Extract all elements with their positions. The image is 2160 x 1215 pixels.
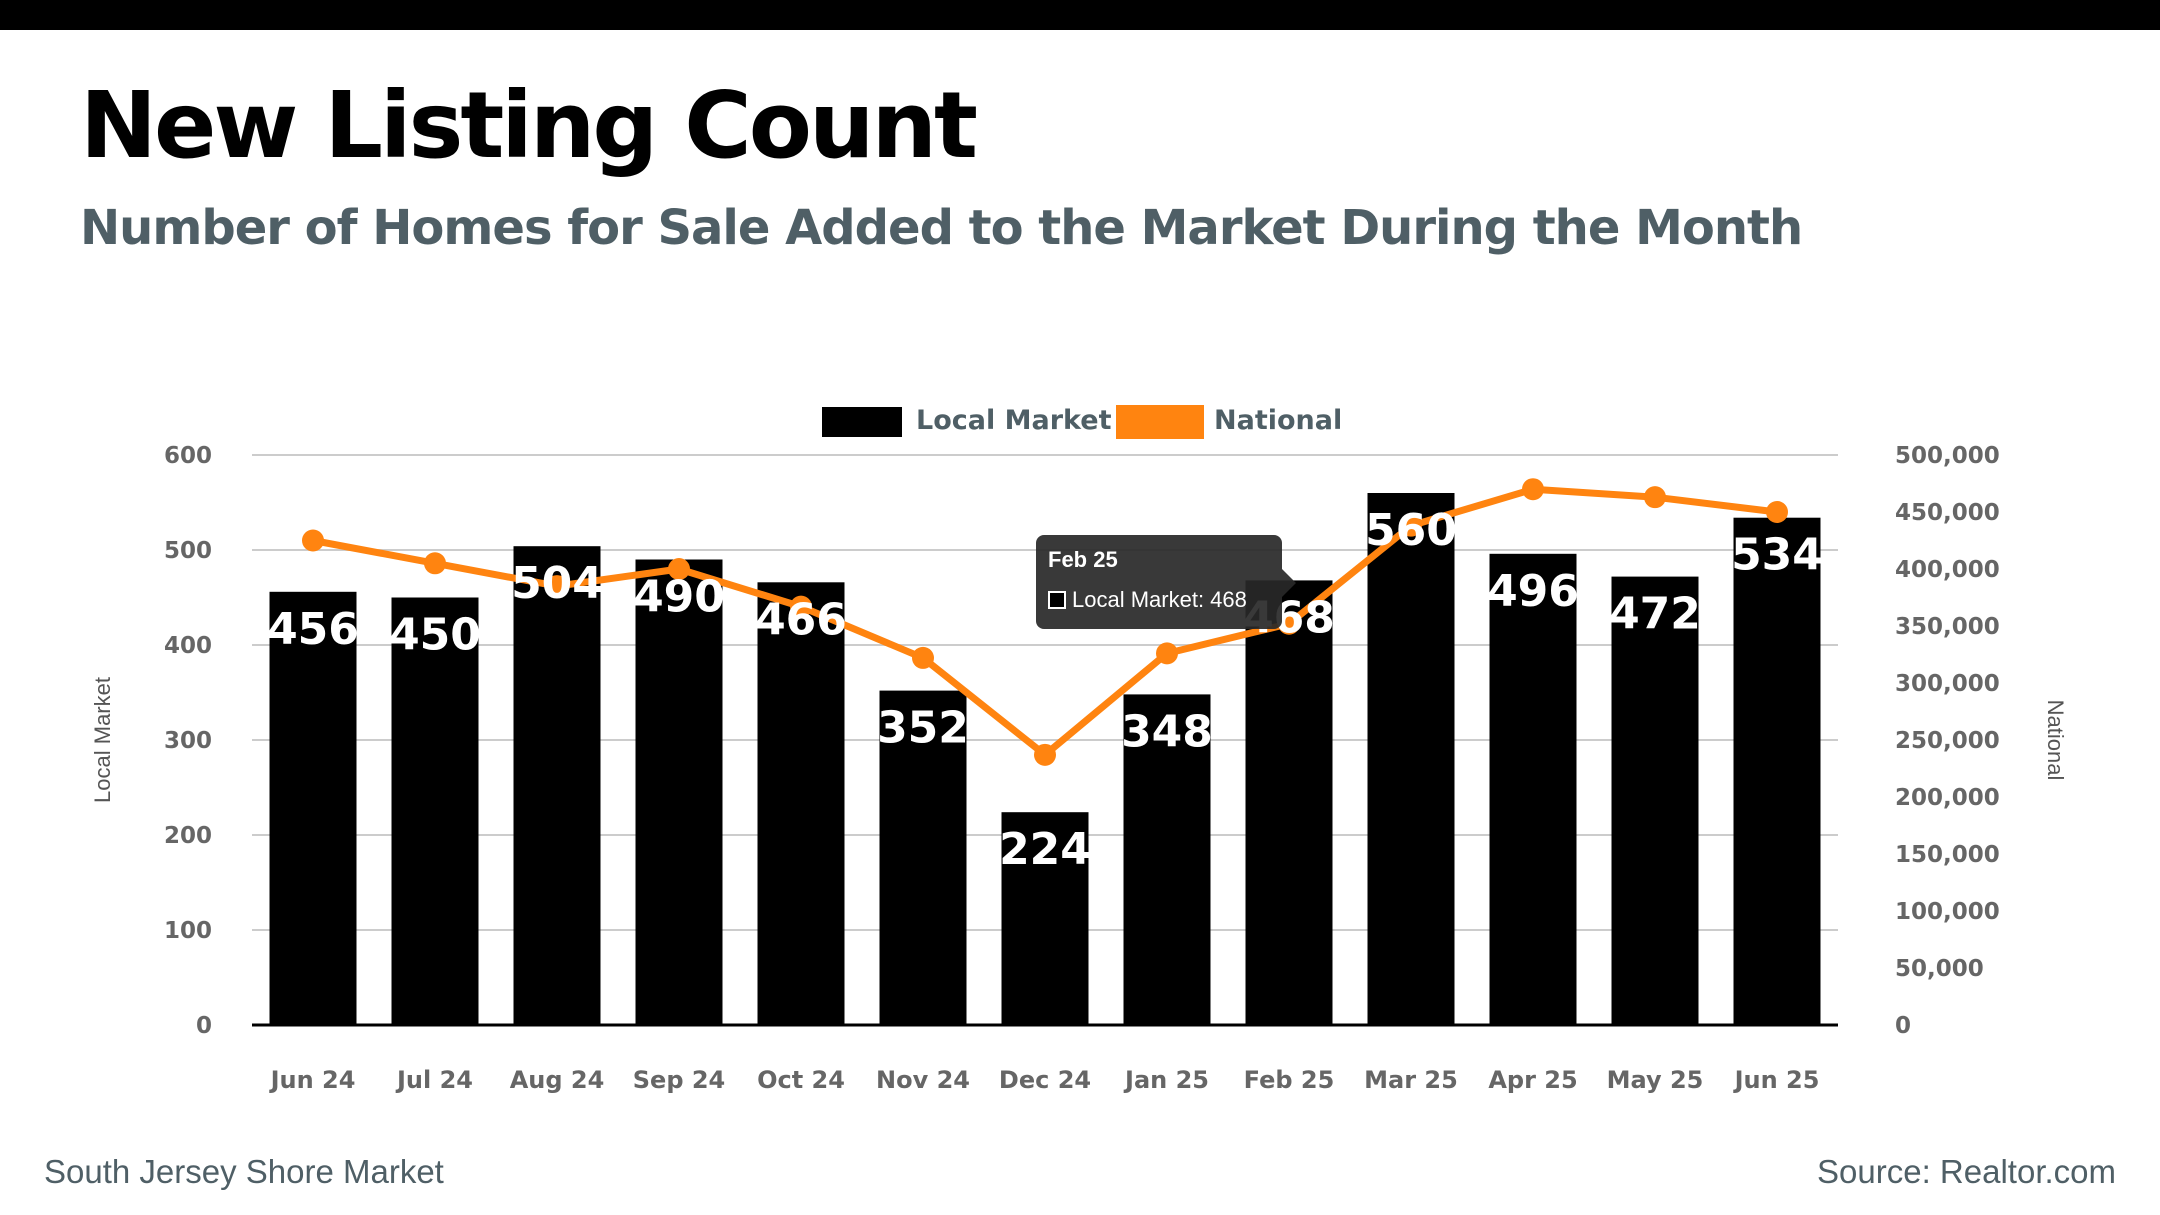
y-tick-left-label: 200 xyxy=(164,823,212,849)
bar xyxy=(1001,812,1089,1025)
y-tick-right-label: 500,000 xyxy=(1895,443,2000,469)
y-tick-left-label: 0 xyxy=(196,1013,212,1039)
legend-label-national: National xyxy=(1214,405,1342,436)
national-point xyxy=(1034,743,1056,766)
y-tick-right-label: 200,000 xyxy=(1895,785,2000,811)
national-point xyxy=(546,575,568,598)
x-tick-label: Oct 24 xyxy=(757,1066,845,1094)
bar xyxy=(1367,493,1455,1025)
top-bar xyxy=(0,0,2160,30)
x-tick-label: Dec 24 xyxy=(999,1066,1091,1094)
bar xyxy=(269,591,357,1025)
y-axis-left-title: Local Market xyxy=(90,677,115,803)
y-tick-right-label: 300,000 xyxy=(1895,671,2000,697)
y-tick-left-label: 400 xyxy=(164,633,212,659)
bar-value-label: 496 xyxy=(1487,566,1579,617)
y-tick-left-label: 500 xyxy=(164,538,212,564)
tooltip-text: Local Market: 468 xyxy=(1072,587,1247,612)
x-tick-label: Nov 24 xyxy=(876,1066,970,1094)
x-tick-label: Jun 24 xyxy=(269,1066,356,1094)
bar xyxy=(391,597,479,1025)
tooltip-title: Feb 25 xyxy=(1048,547,1118,572)
x-tick-label: Feb 25 xyxy=(1244,1066,1335,1094)
chart-tooltip: Feb 25 Local Market: 468 xyxy=(1036,535,1296,629)
bar-value-label: 504 xyxy=(511,558,603,609)
national-point xyxy=(1766,501,1788,523)
national-point xyxy=(1156,642,1178,665)
legend-swatch-national xyxy=(1116,405,1204,439)
y-axis-right-title: National xyxy=(2043,700,2068,781)
y-tick-right-label: 150,000 xyxy=(1895,842,2000,868)
bar xyxy=(879,690,967,1025)
y-tick-right-label: 50,000 xyxy=(1895,956,1984,982)
x-tick-label: Jan 25 xyxy=(1123,1066,1209,1094)
national-point xyxy=(790,595,812,618)
y-tick-right-label: 250,000 xyxy=(1895,728,2000,754)
page-subtitle: Number of Homes for Sale Added to the Ma… xyxy=(80,200,1803,256)
source-credit: Source: Realtor.com xyxy=(1817,1153,2116,1190)
x-tick-label: Mar 25 xyxy=(1364,1066,1458,1094)
national-point xyxy=(1278,612,1300,635)
bar xyxy=(757,582,845,1025)
legend-swatch-local xyxy=(822,407,902,437)
national-point xyxy=(1644,486,1666,509)
bar-value-label: 534 xyxy=(1731,530,1823,581)
bar xyxy=(1611,576,1699,1025)
y-tick-right-label: 400,000 xyxy=(1895,557,2000,583)
x-tick-label: Jun 25 xyxy=(1733,1066,1820,1094)
bar xyxy=(1123,694,1211,1025)
bar xyxy=(1489,553,1577,1025)
bar xyxy=(1733,517,1821,1025)
bar xyxy=(513,546,601,1025)
y-tick-left-label: 300 xyxy=(164,728,212,754)
y-tick-left-label: 600 xyxy=(164,443,212,469)
y-tick-right-label: 100,000 xyxy=(1895,899,2000,925)
y-tick-right-label: 350,000 xyxy=(1895,614,2000,640)
tooltip-swatch xyxy=(1048,591,1066,609)
national-point xyxy=(302,529,324,552)
y-tick-right-label: 0 xyxy=(1895,1013,1911,1039)
national-point xyxy=(668,558,690,580)
x-tick-label: Jul 24 xyxy=(395,1066,473,1094)
bar-value-label: 472 xyxy=(1609,589,1701,640)
bar xyxy=(1245,580,1333,1025)
y-tick-right-label: 450,000 xyxy=(1895,500,2000,526)
bar-value-label: 466 xyxy=(755,594,847,645)
bar-value-label: 490 xyxy=(633,572,725,623)
bar-value-label: 450 xyxy=(389,610,481,661)
bar-value-label: 560 xyxy=(1365,505,1457,556)
x-tick-label: Apr 25 xyxy=(1488,1066,1577,1094)
tooltip-arrow xyxy=(1282,569,1296,597)
bar-value-label: 224 xyxy=(999,824,1091,875)
y-tick-left-label: 100 xyxy=(164,918,212,944)
x-tick-label: Sep 24 xyxy=(633,1066,726,1094)
bar-value-label: 348 xyxy=(1121,706,1213,757)
national-point xyxy=(1522,478,1544,501)
national-point xyxy=(424,552,446,575)
market-name: South Jersey Shore Market xyxy=(44,1153,444,1190)
page-title: New Listing Count xyxy=(80,72,978,179)
x-tick-label: Aug 24 xyxy=(510,1066,605,1094)
x-tick-label: May 25 xyxy=(1607,1066,1704,1094)
bar xyxy=(635,559,723,1025)
bar-value-label: 456 xyxy=(267,604,359,655)
national-point xyxy=(912,646,934,669)
bar-value-label: 352 xyxy=(877,703,969,754)
legend-label-local: Local Market xyxy=(916,405,1112,436)
national-point xyxy=(1400,514,1422,537)
